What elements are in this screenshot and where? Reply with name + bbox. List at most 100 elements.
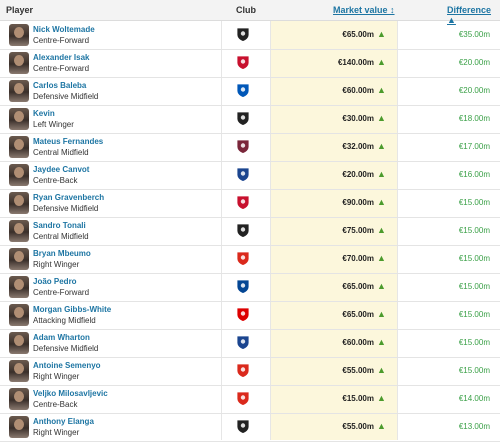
player-photo[interactable] bbox=[9, 52, 29, 74]
difference-sort-link[interactable]: Difference ▲ bbox=[447, 5, 492, 25]
player-position: Centre-Back bbox=[33, 176, 78, 185]
player-photo[interactable] bbox=[9, 192, 29, 214]
column-divider bbox=[221, 0, 222, 440]
player-position: Right Winger bbox=[33, 428, 80, 437]
player-name-link[interactable]: Anthony Elanga bbox=[33, 417, 94, 426]
up-arrow-icon: ▲ bbox=[377, 253, 386, 263]
player-position: Defensive Midfield bbox=[33, 344, 99, 353]
player-name-link[interactable]: Nick Woltemade bbox=[33, 25, 95, 34]
up-arrow-icon: ▲ bbox=[377, 85, 386, 95]
table-row: Morgan Gibbs-White Attacking Midfield €65.… bbox=[0, 301, 500, 330]
value-difference: €17.00m bbox=[458, 142, 490, 151]
player-name-link[interactable]: Morgan Gibbs-White bbox=[33, 305, 112, 314]
player-photo[interactable] bbox=[9, 416, 29, 438]
up-arrow-icon: ▲ bbox=[377, 113, 386, 123]
market-value: €90.00m bbox=[342, 198, 374, 207]
market-value: €55.00m bbox=[342, 366, 374, 375]
column-divider bbox=[270, 0, 271, 440]
value-difference: €20.00m bbox=[458, 86, 490, 95]
table-row: Alexander Isak Centre-Forward €140.00m ▲ €20… bbox=[0, 49, 500, 78]
liverpool-crest-icon[interactable] bbox=[236, 195, 250, 210]
up-arrow-icon: ▲ bbox=[377, 281, 386, 291]
market-value: €32.00m bbox=[342, 142, 374, 151]
player-name-link[interactable]: Veljko Milosavljevic bbox=[33, 389, 108, 398]
value-difference: €15.00m bbox=[458, 338, 490, 347]
player-position: Right Winger bbox=[33, 260, 80, 269]
table-row: Nick Woltemade Centre-Forward €65.00m ▲ €35.… bbox=[0, 21, 500, 50]
market-value: €60.00m bbox=[342, 338, 374, 347]
player-name-link[interactable]: Ryan Gravenberch bbox=[33, 193, 105, 202]
player-name-link[interactable]: Kevin bbox=[33, 109, 55, 118]
crystal-palace-crest-icon[interactable] bbox=[236, 167, 250, 182]
bournemouth-crest-icon[interactable] bbox=[236, 363, 250, 378]
player-photo[interactable] bbox=[9, 276, 29, 298]
up-arrow-icon: ▲ bbox=[377, 57, 386, 67]
table-row: João Pedro Centre-Forward €65.00m ▲ €15.00m bbox=[0, 273, 500, 302]
bournemouth-crest-icon[interactable] bbox=[236, 391, 250, 406]
player-name-link[interactable]: João Pedro bbox=[33, 277, 77, 286]
value-difference: €15.00m bbox=[458, 282, 490, 291]
up-arrow-icon: ▲ bbox=[377, 365, 386, 375]
newcastle-crest-icon[interactable] bbox=[236, 27, 250, 42]
fulham-crest-icon[interactable] bbox=[236, 111, 250, 126]
table-row: Jaydee Canvot Centre-Back €20.00m ▲ €16.00m bbox=[0, 161, 500, 190]
player-name-link[interactable]: Alexander Isak bbox=[33, 53, 90, 62]
up-arrow-icon: ▲ bbox=[377, 393, 386, 403]
player-photo[interactable] bbox=[9, 136, 29, 158]
market-value: €20.00m bbox=[342, 170, 374, 179]
player-photo[interactable] bbox=[9, 248, 29, 270]
player-position: Defensive Midfield bbox=[33, 204, 99, 213]
player-position: Defensive Midfield bbox=[33, 92, 99, 101]
value-difference: €18.00m bbox=[458, 114, 490, 123]
market-value: €65.00m bbox=[342, 310, 374, 319]
table-row: Veljko Milosavljevic Centre-Back €15.00m ▲ €… bbox=[0, 385, 500, 414]
market-value-sort-link[interactable]: Market value ↕ bbox=[333, 5, 395, 15]
market-value: €55.00m bbox=[342, 422, 374, 431]
player-photo[interactable] bbox=[9, 80, 29, 102]
player-photo[interactable] bbox=[9, 304, 29, 326]
player-position: Centre-Back bbox=[33, 400, 78, 409]
player-name-link[interactable]: Adam Wharton bbox=[33, 333, 90, 342]
up-arrow-icon: ▲ bbox=[377, 29, 386, 39]
newcastle-crest-icon[interactable] bbox=[236, 419, 250, 434]
column-divider bbox=[397, 0, 398, 440]
newcastle-crest-icon[interactable] bbox=[236, 223, 250, 238]
market-value-column-highlight bbox=[271, 0, 397, 440]
player-name-link[interactable]: Sandro Tonali bbox=[33, 221, 86, 230]
player-name-link[interactable]: Mateus Fernandes bbox=[33, 137, 104, 146]
value-difference: €15.00m bbox=[458, 226, 490, 235]
market-value: €140.00m bbox=[337, 58, 374, 67]
player-photo[interactable] bbox=[9, 108, 29, 130]
west-ham-crest-icon[interactable] bbox=[236, 139, 250, 154]
nottingham-forest-crest-icon[interactable] bbox=[236, 307, 250, 322]
value-difference: €15.00m bbox=[458, 198, 490, 207]
market-value: €65.00m bbox=[342, 282, 374, 291]
chelsea-crest-icon[interactable] bbox=[236, 279, 250, 294]
player-photo[interactable] bbox=[9, 164, 29, 186]
player-photo[interactable] bbox=[9, 220, 29, 242]
player-photo[interactable] bbox=[9, 388, 29, 410]
value-difference: €14.00m bbox=[458, 394, 490, 403]
player-position: Central Midfield bbox=[33, 232, 89, 241]
player-photo[interactable] bbox=[9, 360, 29, 382]
value-difference: €20.00m bbox=[458, 58, 490, 67]
crystal-palace-crest-icon[interactable] bbox=[236, 335, 250, 350]
market-value: €75.00m bbox=[342, 226, 374, 235]
table-row: Mateus Fernandes Central Midfield €32.00m ▲… bbox=[0, 133, 500, 162]
up-arrow-icon: ▲ bbox=[377, 337, 386, 347]
value-difference: €16.00m bbox=[458, 170, 490, 179]
player-position: Central Midfield bbox=[33, 148, 89, 157]
brighton-crest-icon[interactable] bbox=[236, 83, 250, 98]
table-row: Sandro Tonali Central Midfield €75.00m ▲ €15… bbox=[0, 217, 500, 246]
liverpool-crest-icon[interactable] bbox=[236, 55, 250, 70]
value-difference: €15.00m bbox=[458, 254, 490, 263]
player-photo[interactable] bbox=[9, 24, 29, 46]
player-name-link[interactable]: Jaydee Canvot bbox=[33, 165, 90, 174]
player-photo[interactable] bbox=[9, 332, 29, 354]
manchester-united-crest-icon[interactable] bbox=[236, 251, 250, 266]
player-name-link[interactable]: Bryan Mbeumo bbox=[33, 249, 91, 258]
player-name-link[interactable]: Antoine Semenyo bbox=[33, 361, 101, 370]
market-value: €65.00m bbox=[342, 30, 374, 39]
table-row: Kevin Left Winger €30.00m ▲ €18.00m bbox=[0, 105, 500, 134]
player-name-link[interactable]: Carlos Baleba bbox=[33, 81, 87, 90]
